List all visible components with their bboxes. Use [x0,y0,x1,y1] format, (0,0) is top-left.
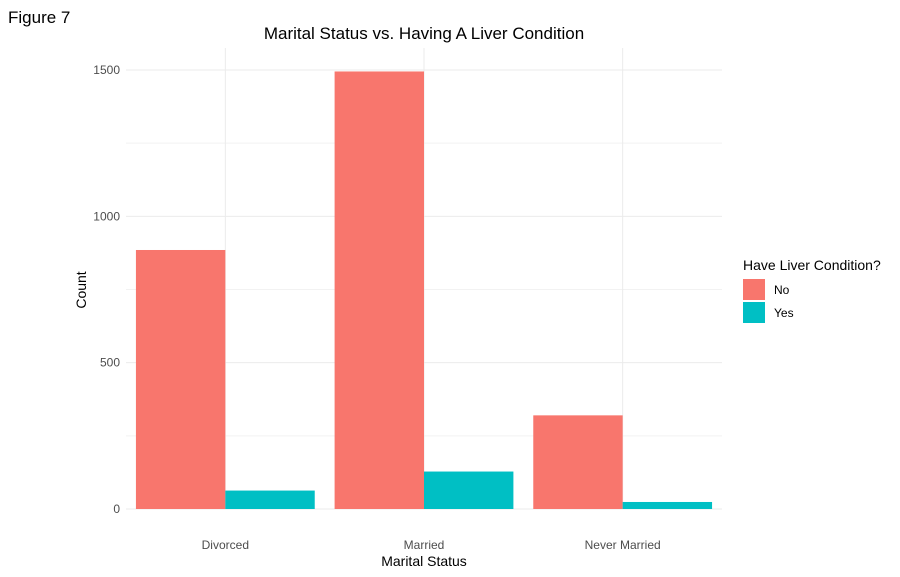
y-axis-ticks: 0 500 1000 1500 [93,63,120,516]
legend-items: No Yes [743,279,794,323]
x-axis-title: Marital Status [381,553,467,569]
x-tick-label: Married [404,538,445,552]
legend-label-no: No [774,283,790,297]
bar-yes-never-married [622,501,713,509]
bar-series-group [135,71,713,510]
x-tick-label: Divorced [202,538,249,552]
bar-yes-married [424,471,514,509]
y-tick-label: 500 [100,356,120,370]
chart-title: Marital Status vs. Having A Liver Condit… [264,24,584,43]
y-axis-title: Count [73,271,89,308]
x-tick-label: Never Married [585,538,661,552]
bar-no-married [334,71,424,510]
legend-swatch-yes [743,302,765,323]
bar-yes-divorced [225,490,315,509]
legend-title: Have Liver Condition? [743,257,881,273]
figure-label: Figure 7 [8,8,70,27]
legend-label-yes: Yes [774,306,794,320]
bar-no-divorced [135,249,226,510]
bar-no-never-married [533,415,623,509]
y-tick-label: 1500 [93,63,120,77]
y-tick-label: 1000 [93,209,120,223]
x-axis-ticks: Divorced Married Never Married [202,538,661,552]
legend: Have Liver Condition? No Yes [743,257,881,323]
legend-swatch-no [743,279,765,300]
y-tick-label: 0 [113,502,120,516]
